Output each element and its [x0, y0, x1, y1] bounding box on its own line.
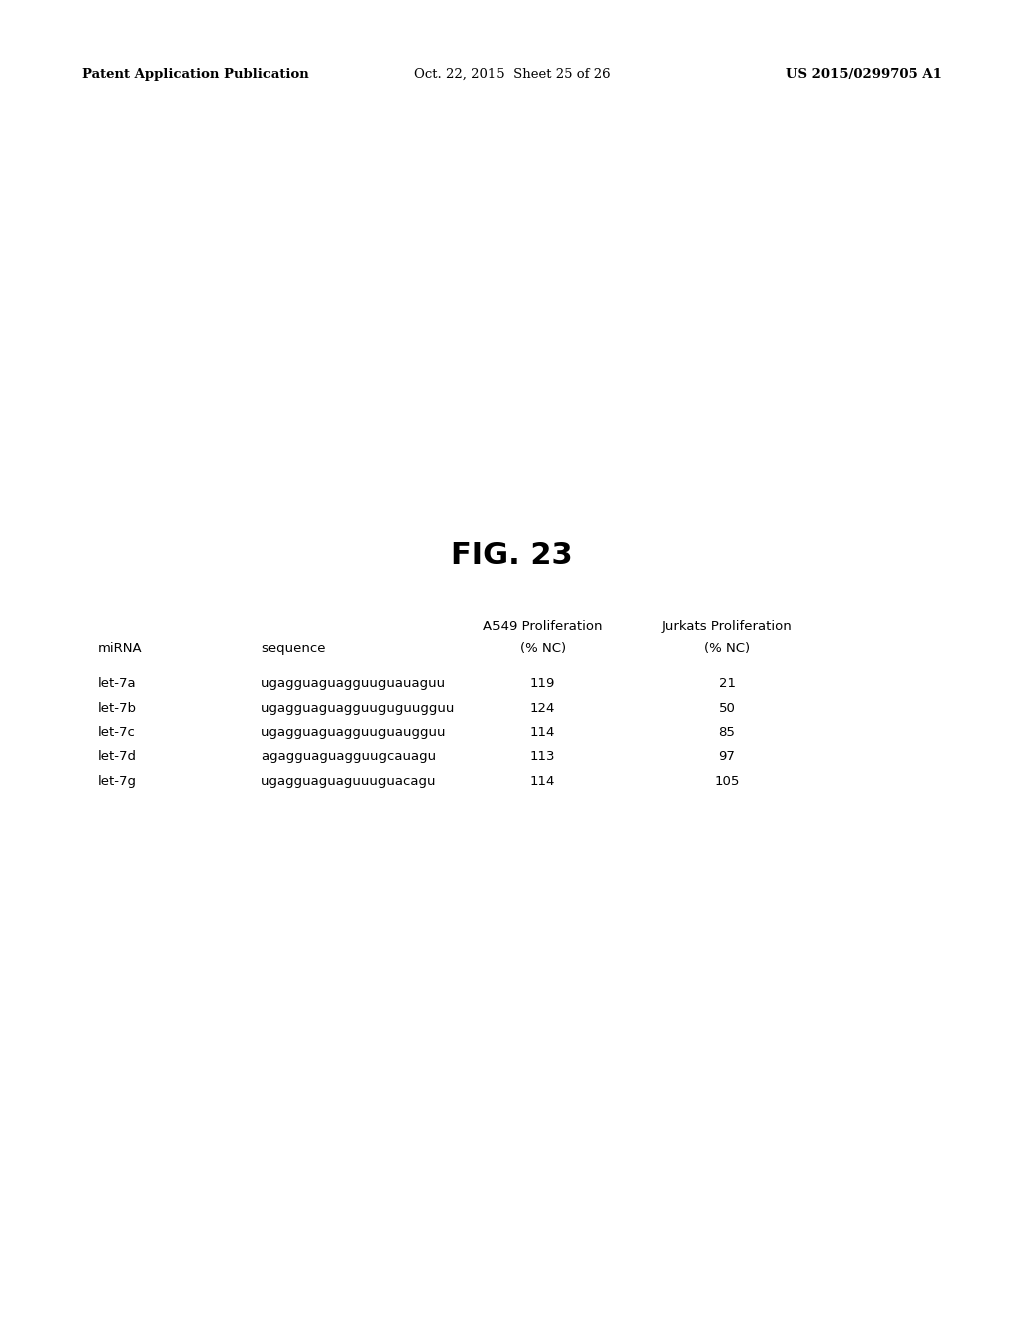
Text: US 2015/0299705 A1: US 2015/0299705 A1 [786, 69, 942, 81]
Text: 105: 105 [715, 775, 739, 788]
Text: 21: 21 [719, 677, 735, 690]
Text: 124: 124 [530, 702, 555, 714]
Text: Jurkats Proliferation: Jurkats Proliferation [662, 620, 793, 634]
Text: (% NC): (% NC) [703, 642, 751, 655]
Text: let-7g: let-7g [97, 775, 136, 788]
Text: 97: 97 [719, 750, 735, 763]
Text: ugagguaguagguuguauaguu: ugagguaguagguuguauaguu [261, 677, 446, 690]
Text: ugagguaguagguuguaugguu: ugagguaguagguuguaugguu [261, 726, 446, 739]
Text: miRNA: miRNA [97, 642, 142, 655]
Text: ugagguaguagguuguguugguu: ugagguaguagguuguguugguu [261, 702, 456, 714]
Text: ugagguaguaguuuguacagu: ugagguaguaguuuguacagu [261, 775, 436, 788]
Text: agagguaguagguugcauagu: agagguaguagguugcauagu [261, 750, 436, 763]
Text: (% NC): (% NC) [519, 642, 566, 655]
Text: 50: 50 [719, 702, 735, 714]
Text: FIG. 23: FIG. 23 [452, 541, 572, 570]
Text: 113: 113 [530, 750, 555, 763]
Text: let-7b: let-7b [97, 702, 136, 714]
Text: let-7a: let-7a [97, 677, 136, 690]
Text: Patent Application Publication: Patent Application Publication [82, 69, 308, 81]
Text: let-7d: let-7d [97, 750, 136, 763]
Text: sequence: sequence [261, 642, 326, 655]
Text: let-7c: let-7c [97, 726, 135, 739]
Text: 85: 85 [719, 726, 735, 739]
Text: Oct. 22, 2015  Sheet 25 of 26: Oct. 22, 2015 Sheet 25 of 26 [414, 69, 610, 81]
Text: A549 Proliferation: A549 Proliferation [483, 620, 602, 634]
Text: 119: 119 [530, 677, 555, 690]
Text: 114: 114 [530, 726, 555, 739]
Text: 114: 114 [530, 775, 555, 788]
